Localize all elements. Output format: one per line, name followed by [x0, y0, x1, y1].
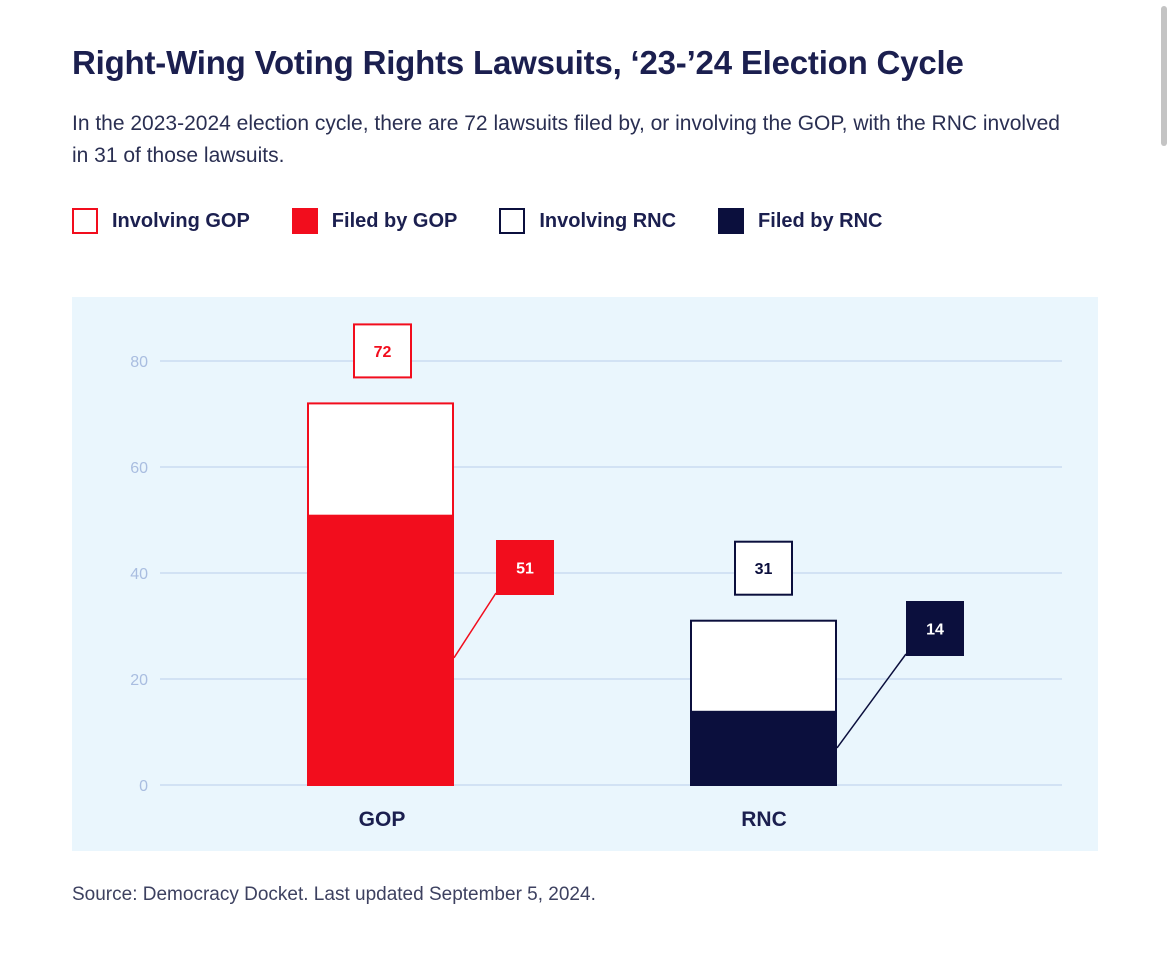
leader-line-filed-rnc	[836, 653, 907, 749]
legend-swatch-involving-rnc	[499, 208, 526, 234]
legend-item-filed-by-gop: Filed by GOP	[291, 208, 458, 234]
source-note: Source: Democracy Docket. Last updated S…	[72, 884, 596, 905]
legend-item-involving-rnc: Involving RNC	[499, 208, 676, 234]
legend-label-filed-by-gop: Filed by GOP	[331, 209, 458, 232]
legend-label-filed-by-rnc: Filed by RNC	[758, 209, 883, 232]
legend-item-involving-gop: Involving GOP	[72, 208, 250, 234]
bar-filed-gop	[307, 514, 454, 785]
chart-subtitle: In the 2023-2024 election cycle, there a…	[72, 112, 1060, 167]
legend-swatch-involving-gop	[72, 208, 98, 234]
value-label-involving-rnc: 31	[755, 561, 773, 578]
scrollbar-thumb[interactable]	[1161, 6, 1167, 146]
legend-label-involving-rnc: Involving RNC	[539, 209, 677, 232]
value-box-filed-rnc	[906, 601, 964, 656]
y-tick-label-60: 60	[130, 460, 148, 477]
value-box-involving-gop	[353, 323, 412, 379]
legend-item-filed-by-rnc: Filed by RNC	[718, 208, 883, 234]
y-tick-label-0: 0	[139, 778, 148, 795]
x-category-label-rnc: RNC	[741, 808, 787, 831]
y-tick-label-40: 40	[130, 566, 148, 583]
legend: Involving GOP Filed by GOP Involving RNC…	[72, 208, 925, 234]
x-category-label-gop: GOP	[359, 808, 406, 831]
leader-line-filed-gop	[453, 592, 497, 659]
value-label-filed-gop: 51	[516, 561, 534, 578]
y-tick-label-80: 80	[130, 354, 148, 371]
legend-swatch-filed-by-gop	[291, 208, 318, 234]
legend-swatch-filed-by-rnc	[718, 208, 745, 234]
legend-label-involving-gop: Involving GOP	[112, 209, 250, 232]
bar-chart: 0 20 40 60 80 72 51 GOP 31 14 RNC	[130, 323, 1062, 831]
value-box-filed-gop	[496, 540, 554, 595]
page-scrollbar[interactable]	[1156, 0, 1170, 957]
value-label-filed-rnc: 14	[926, 622, 944, 639]
value-box-involving-rnc	[734, 540, 793, 596]
chart-panel: 0 20 40 60 80 72 51 GOP 31 14 RNC	[72, 297, 1098, 851]
value-label-involving-gop: 72	[374, 344, 392, 361]
bar-filed-rnc	[690, 710, 837, 785]
chart-title: Right-Wing Voting Rights Lawsuits, ‘23-’…	[72, 44, 964, 81]
y-tick-label-20: 20	[130, 672, 148, 689]
